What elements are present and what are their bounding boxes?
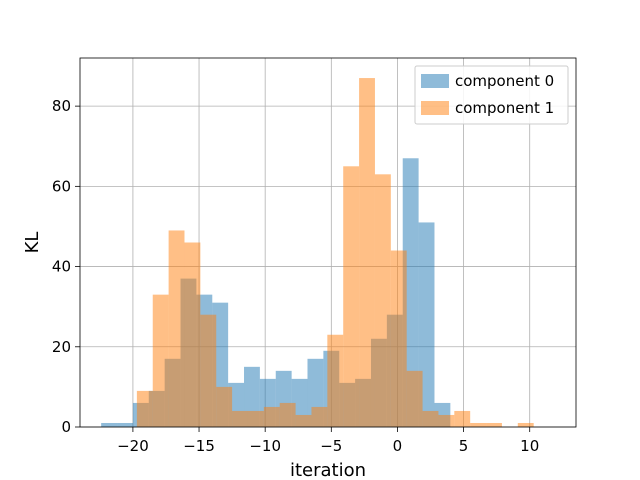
histogram-bar [136,390,153,427]
histogram-bar [343,166,360,428]
histogram-bar [390,250,407,427]
histogram-bar [422,410,439,427]
histogram-bar [374,174,391,427]
legend-label: component 0 [455,72,554,90]
histogram-bar [438,414,455,427]
histogram-bar [327,334,344,427]
x-tick-label: −20 [117,437,149,455]
y-axis-ticks: 0 20 40 60 80 [52,97,80,436]
y-tick-label: 0 [61,418,71,436]
histogram-bar [152,294,169,427]
x-tick-label: 0 [393,437,403,455]
histogram-bars [101,78,534,428]
legend-swatch [421,101,449,115]
histogram-bar [359,78,375,427]
x-tick-label: −10 [249,437,281,455]
x-tick-label: −15 [183,437,215,455]
histogram-bar [470,422,487,427]
legend-box [414,65,569,125]
plot-frame [79,57,577,428]
x-axis-ticks: −20 −15 −10 −5 0 5 10 [117,427,539,455]
x-tick-label: 5 [459,437,469,455]
histogram-bar [517,422,534,427]
legend: component 0 component 1 [414,65,569,125]
y-tick-label: 20 [52,338,71,356]
histogram-bar [279,402,296,427]
histogram-bar [200,314,217,427]
histogram-bar [406,370,423,427]
x-tick-label: −5 [320,437,342,455]
histogram-bar [454,410,471,427]
series-1-bars [136,78,534,428]
y-tick-label: 80 [52,97,71,115]
histogram-bar [295,414,312,427]
histogram-bar [117,422,133,427]
histogram-bar [263,406,280,427]
legend-swatch [421,74,449,88]
y-axis-label: KL [22,232,43,254]
histogram-bar [232,410,248,427]
histogram-bar [168,230,185,427]
histogram-bar [486,422,502,427]
x-axis-label: iteration [290,460,366,480]
histogram-bar [216,386,233,427]
histogram-bar [101,422,118,427]
histogram-bar [311,406,328,427]
legend-label: component 1 [455,99,554,117]
y-tick-label: 40 [52,258,71,276]
histogram-bar [184,242,201,427]
y-tick-label: 60 [52,177,71,195]
histogram-bar [247,410,264,427]
x-tick-label: 10 [520,437,539,455]
